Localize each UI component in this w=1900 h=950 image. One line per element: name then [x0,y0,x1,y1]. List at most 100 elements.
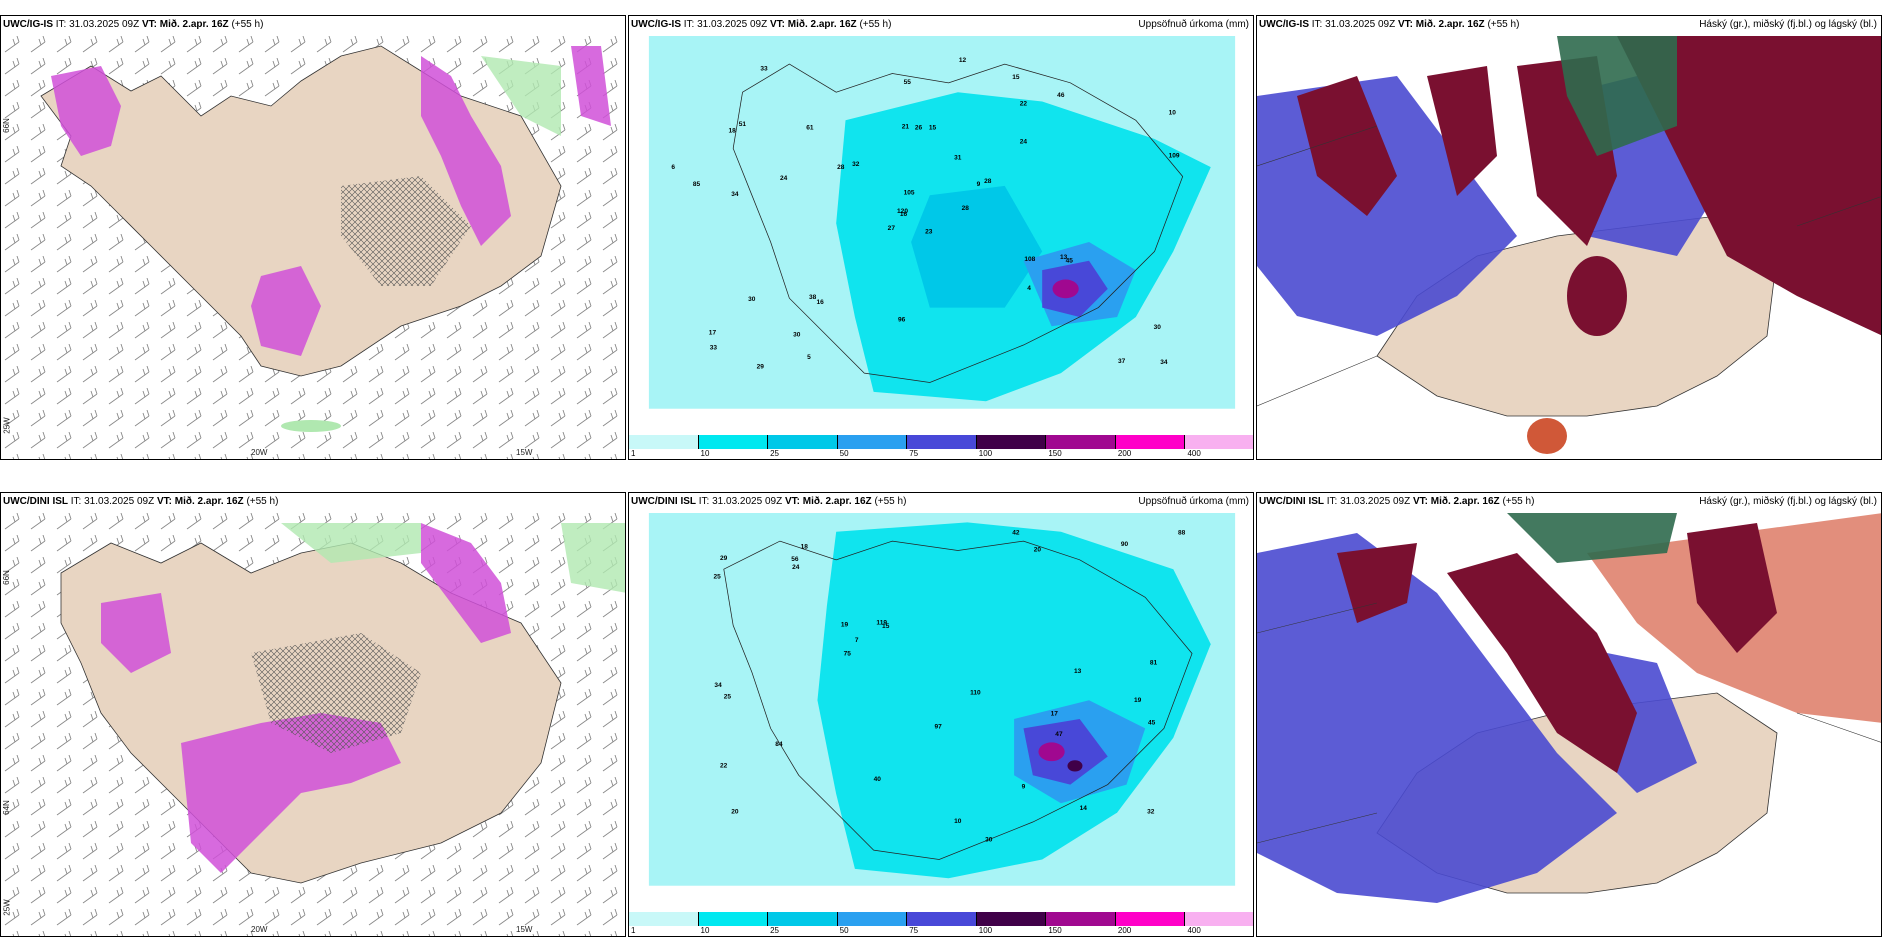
colorbar-tick-label: 150 [1048,926,1062,935]
colorbar-tick-label: 10 [700,449,710,458]
precip-value-label: 9 [977,181,981,188]
init-time: IT: 31.03.2025 09Z [70,496,155,507]
valid-time: Mið. 2.apr. 16Z [1415,19,1485,30]
valid-label: VT: [156,496,172,507]
precip-value-label: 37 [1118,358,1126,365]
precip-value-label: 29 [720,555,728,562]
valid-time: Mið. 2.apr. 16Z [787,19,857,30]
precip-value-label: 108 [1024,256,1035,263]
lon-label: 15W [516,925,533,934]
precip-value-label: 32 [1147,809,1155,816]
valid-time: Mið. 2.apr. 16Z [802,496,872,507]
colorbar-tick-label: 10 [700,926,710,935]
colorbar-swatch [1046,435,1116,449]
colorbar-swatch [1185,435,1253,449]
colorbar-swatch [976,912,1047,926]
panel-header: UWC/DINI ISL IT: 31.03.2025 09Z VT: Mið.… [631,496,1249,512]
init-time: IT: 31.03.2025 09Z [1311,19,1396,30]
graticule [1257,602,1881,844]
lat-label: 25W [2,417,12,434]
precip-value-label: 75 [844,650,852,657]
precip-value-label: 29 [757,363,765,370]
colorbar-tick-label: 100 [978,926,993,935]
precip-value-label: 21 [902,124,910,131]
lead-time: (+55 h) [231,19,264,30]
precip-area [1038,742,1065,762]
map-panel-bottom-left: UWC/DINI ISL IT: 31.03.2025 09Z VT: Mið.… [0,492,626,937]
high-cloud [1297,76,1397,216]
colorbar-swatch [768,435,838,449]
lead-time: (+55 h) [874,496,907,507]
precip-value-label: 15 [882,623,890,630]
map-panel-top-left: UWC/IG-IS IT: 31.03.2025 09Z VT: Mið. 2.… [0,15,626,460]
lat-label: 66N [1,118,11,133]
colorbar-swatch [976,435,1047,449]
precip-value-label: 7 [855,637,859,644]
model-label: UWC/IG-IS [3,19,53,30]
precip-area [1052,279,1079,299]
snow-area [421,56,511,246]
colorbar-swatch [629,435,699,449]
hatch-area [251,633,421,753]
precip-value-label: 40 [874,776,882,783]
snow-area [181,713,401,873]
precip-value-label: 30 [793,332,801,339]
precip-value-label: 17 [709,330,717,337]
cloud-map [1257,36,1881,459]
precip-value-label: 110 [970,690,981,697]
precip-value-label: 45 [1066,258,1074,265]
precip-value-label: 32 [852,161,860,168]
green-area [481,56,561,136]
precip-value-label: 19 [841,621,849,628]
model-label: UWC/IG-IS [631,19,681,30]
lon-label: 20W [251,925,268,934]
snow-area [571,46,611,126]
colorbar-tick-label: 150 [1048,449,1062,458]
green-area [561,523,625,593]
snow-area [51,66,121,156]
colorbar-tick-label: 50 [839,449,849,458]
model-label: UWC/DINI ISL [1259,496,1324,507]
graticule [1257,125,1881,407]
green-area [281,523,421,563]
precip-value-label: 12 [959,57,967,64]
lead-time: (+55 h) [246,496,279,507]
precip-value-label: 38 [809,294,817,301]
precip-value-label: 23 [925,229,933,236]
precip-value-label: 88 [1178,530,1186,537]
lead-time: (+55 h) [859,19,892,30]
precip-value-label: 30 [748,296,756,303]
colorbar-swatch [1115,435,1186,449]
model-label: UWC/DINI ISL [631,496,696,507]
precip-area [1023,719,1108,785]
precip-value-label: 22 [720,763,728,770]
low-cloud [1257,533,1617,903]
colorbar-tick-label: 50 [839,926,849,935]
precip-value-label: 17 [1051,710,1059,717]
map-panel-top-right: UWC/IG-IS IT: 31.03.2025 09Z VT: Mið. 2.… [1256,15,1882,460]
precip-value-label: 120 [897,208,908,215]
map-panel-bottom-middle: UWC/DINI ISL IT: 31.03.2025 09Z VT: Mið.… [628,492,1254,937]
precip-value-label: 28 [962,205,970,212]
precip-area [817,522,1211,879]
high-cloud [1447,553,1637,773]
high-cloud [1427,66,1497,196]
precip-colorbar: 1 10 25 50 75 100 150 200 400 [629,433,1253,459]
valid-label: VT: [1397,19,1413,30]
snow-wind-map [1,36,625,459]
colorbar-swatch [907,435,977,449]
precip-value-label: 28 [984,178,992,185]
precip-value-label: 97 [935,723,943,730]
snow-area [101,593,171,673]
precip-value-label: 25 [724,693,732,700]
colorbar-swatch [837,435,908,449]
precip-area [1067,760,1083,772]
colorbar-swatch [1115,912,1186,926]
precip-value-label: 84 [775,741,783,748]
panel-header: UWC/IG-IS IT: 31.03.2025 09Z VT: Mið. 2.… [631,19,1249,35]
precip-value-label: 5 [807,354,811,361]
precip-value-label: 15 [929,125,937,132]
precip-value-label: 15 [1012,74,1020,81]
precip-value-label: 6 [671,164,675,171]
precip-value-label: 26 [915,125,923,132]
